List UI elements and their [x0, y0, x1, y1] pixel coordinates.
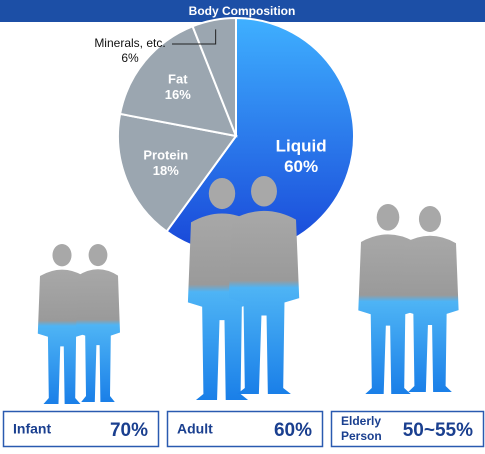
person-body [37, 269, 87, 404]
person-head [251, 176, 277, 207]
slice-label: Fat [168, 71, 188, 86]
panel-value: 60% [274, 420, 312, 441]
title-bar [0, 0, 485, 22]
panel-box [166, 410, 324, 448]
panels: Infant 70% Adult 60% Elderly Person 50~55% [2, 410, 485, 448]
person-body [401, 235, 459, 392]
person-head [418, 206, 442, 233]
slice-label: Minerals, etc. [94, 36, 165, 50]
leader-line [172, 29, 217, 45]
person-head [52, 244, 72, 267]
slice-value: 16% [165, 87, 191, 102]
person-body [76, 269, 120, 402]
slice-value: 18% [153, 163, 179, 178]
panel-label: Infant [13, 421, 51, 437]
slice-label: Liquid [276, 136, 327, 155]
person-head [208, 178, 236, 210]
pie-slice [191, 16, 237, 137]
person-head [376, 204, 400, 231]
slice-label: Protein [143, 147, 188, 162]
panel-box [2, 410, 160, 448]
panel-label: Elderly Person [341, 414, 382, 443]
silhouettes [37, 176, 459, 404]
pie-slice [118, 24, 238, 138]
person-body [228, 210, 300, 394]
chart-title: Body Composition [189, 4, 296, 18]
person-head [88, 244, 108, 267]
panel-label: Adult [177, 421, 213, 437]
panel-value: 50~55% [403, 420, 473, 441]
slice-value: 6% [121, 51, 139, 65]
pie-slice [117, 112, 238, 233]
panel-box [330, 410, 485, 448]
slice-value: 60% [284, 157, 318, 176]
panel-value: 70% [110, 420, 148, 441]
